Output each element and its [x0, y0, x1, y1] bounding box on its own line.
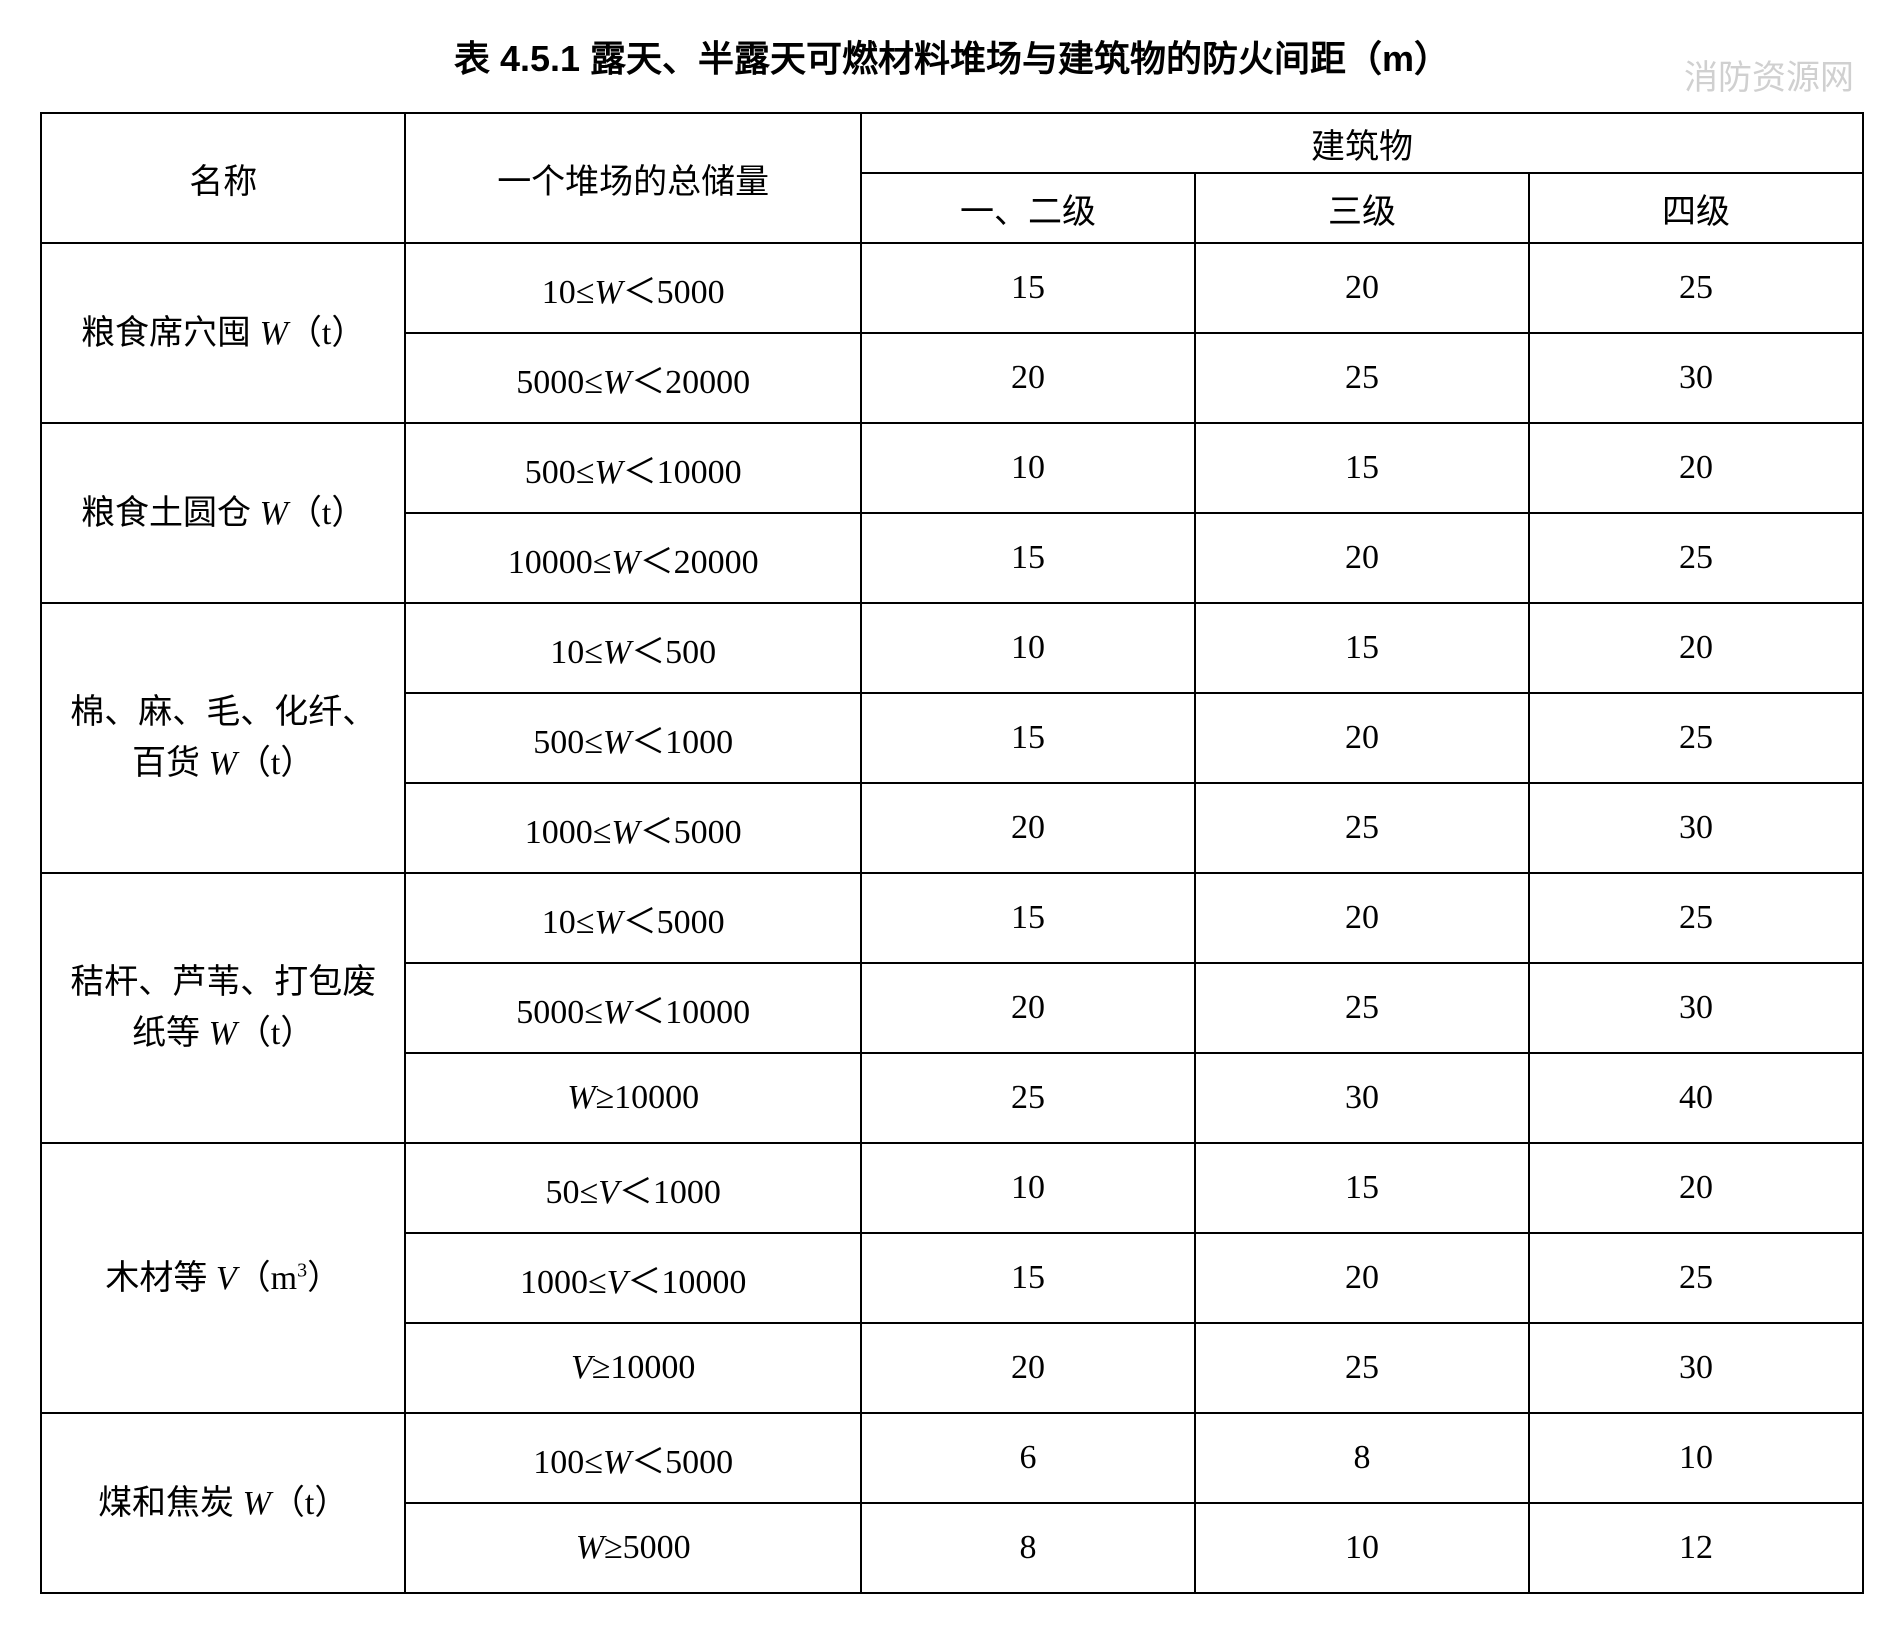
storage-range-cell: 10000≤W＜20000: [405, 513, 861, 603]
distance-value-cell: 8: [861, 1503, 1195, 1593]
distance-value-cell: 25: [1529, 1233, 1863, 1323]
header-level-3: 三级: [1195, 173, 1529, 243]
distance-value-cell: 25: [1195, 783, 1529, 873]
storage-range-cell: 10≤W＜5000: [405, 243, 861, 333]
table-title: 表 4.5.1 露天、半露天可燃材料堆场与建筑物的防火间距（m）: [40, 30, 1864, 82]
distance-value-cell: 15: [1195, 603, 1529, 693]
distance-value-cell: 30: [1529, 963, 1863, 1053]
distance-value-cell: 15: [861, 873, 1195, 963]
material-name-cell: 煤和焦炭 W（t）: [41, 1413, 405, 1593]
distance-value-cell: 40: [1529, 1053, 1863, 1143]
watermark: 消防资源网: [1684, 50, 1854, 99]
distance-value-cell: 15: [861, 243, 1195, 333]
distance-value-cell: 20: [1195, 693, 1529, 783]
table-row: 粮食土圆仓 W（t）500≤W＜10000101520: [41, 423, 1863, 513]
table-row: 棉、麻、毛、化纤、百货 W（t）10≤W＜500101520: [41, 603, 1863, 693]
distance-value-cell: 30: [1529, 1323, 1863, 1413]
distance-value-cell: 20: [1529, 423, 1863, 513]
distance-value-cell: 30: [1529, 333, 1863, 423]
distance-value-cell: 10: [861, 1143, 1195, 1233]
storage-range-cell: 50≤V＜1000: [405, 1143, 861, 1233]
storage-range-cell: 1000≤V＜10000: [405, 1233, 861, 1323]
distance-value-cell: 25: [861, 1053, 1195, 1143]
distance-value-cell: 10: [1195, 1503, 1529, 1593]
distance-value-cell: 20: [1195, 873, 1529, 963]
distance-value-cell: 20: [861, 333, 1195, 423]
distance-value-cell: 15: [1195, 423, 1529, 513]
storage-range-cell: V≥10000: [405, 1323, 861, 1413]
distance-value-cell: 20: [1195, 513, 1529, 603]
material-name-cell: 木材等 V（m3）: [41, 1143, 405, 1413]
distance-value-cell: 20: [1195, 1233, 1529, 1323]
distance-value-cell: 25: [1195, 1323, 1529, 1413]
distance-value-cell: 30: [1195, 1053, 1529, 1143]
distance-value-cell: 20: [861, 783, 1195, 873]
distance-value-cell: 10: [861, 603, 1195, 693]
fire-distance-table: 名称 一个堆场的总储量 建筑物 一、二级 三级 四级 粮食席穴囤 W（t）10≤…: [40, 112, 1864, 1594]
distance-value-cell: 25: [1195, 333, 1529, 423]
distance-value-cell: 25: [1195, 963, 1529, 1053]
table-row: 秸杆、芦苇、打包废纸等 W（t）10≤W＜5000152025: [41, 873, 1863, 963]
distance-value-cell: 30: [1529, 783, 1863, 873]
storage-range-cell: 100≤W＜5000: [405, 1413, 861, 1503]
distance-value-cell: 20: [861, 963, 1195, 1053]
storage-range-cell: 1000≤W＜5000: [405, 783, 861, 873]
distance-value-cell: 25: [1529, 873, 1863, 963]
distance-value-cell: 25: [1529, 693, 1863, 783]
material-name-cell: 秸杆、芦苇、打包废纸等 W（t）: [41, 873, 405, 1143]
distance-value-cell: 15: [861, 513, 1195, 603]
table-row: 煤和焦炭 W（t）100≤W＜50006810: [41, 1413, 1863, 1503]
table-row: 木材等 V（m3）50≤V＜1000101520: [41, 1143, 1863, 1233]
distance-value-cell: 15: [1195, 1143, 1529, 1233]
material-name-cell: 棉、麻、毛、化纤、百货 W（t）: [41, 603, 405, 873]
distance-value-cell: 20: [1529, 603, 1863, 693]
header-name: 名称: [41, 113, 405, 243]
header-level-1-2: 一、二级: [861, 173, 1195, 243]
distance-value-cell: 25: [1529, 243, 1863, 333]
distance-value-cell: 8: [1195, 1413, 1529, 1503]
storage-range-cell: W≥5000: [405, 1503, 861, 1593]
header-building: 建筑物: [861, 113, 1863, 173]
storage-range-cell: 500≤W＜10000: [405, 423, 861, 513]
distance-value-cell: 15: [861, 693, 1195, 783]
distance-value-cell: 10: [1529, 1413, 1863, 1503]
distance-value-cell: 6: [861, 1413, 1195, 1503]
storage-range-cell: 500≤W＜1000: [405, 693, 861, 783]
material-name-cell: 粮食席穴囤 W（t）: [41, 243, 405, 423]
storage-range-cell: W≥10000: [405, 1053, 861, 1143]
distance-value-cell: 20: [1529, 1143, 1863, 1233]
header-level-4: 四级: [1529, 173, 1863, 243]
material-name-cell: 粮食土圆仓 W（t）: [41, 423, 405, 603]
distance-value-cell: 25: [1529, 513, 1863, 603]
header-storage: 一个堆场的总储量: [405, 113, 861, 243]
distance-value-cell: 20: [861, 1323, 1195, 1413]
table-row: 粮食席穴囤 W（t）10≤W＜5000152025: [41, 243, 1863, 333]
distance-value-cell: 20: [1195, 243, 1529, 333]
distance-value-cell: 15: [861, 1233, 1195, 1323]
distance-value-cell: 12: [1529, 1503, 1863, 1593]
storage-range-cell: 5000≤W＜20000: [405, 333, 861, 423]
storage-range-cell: 10≤W＜500: [405, 603, 861, 693]
storage-range-cell: 10≤W＜5000: [405, 873, 861, 963]
storage-range-cell: 5000≤W＜10000: [405, 963, 861, 1053]
distance-value-cell: 10: [861, 423, 1195, 513]
